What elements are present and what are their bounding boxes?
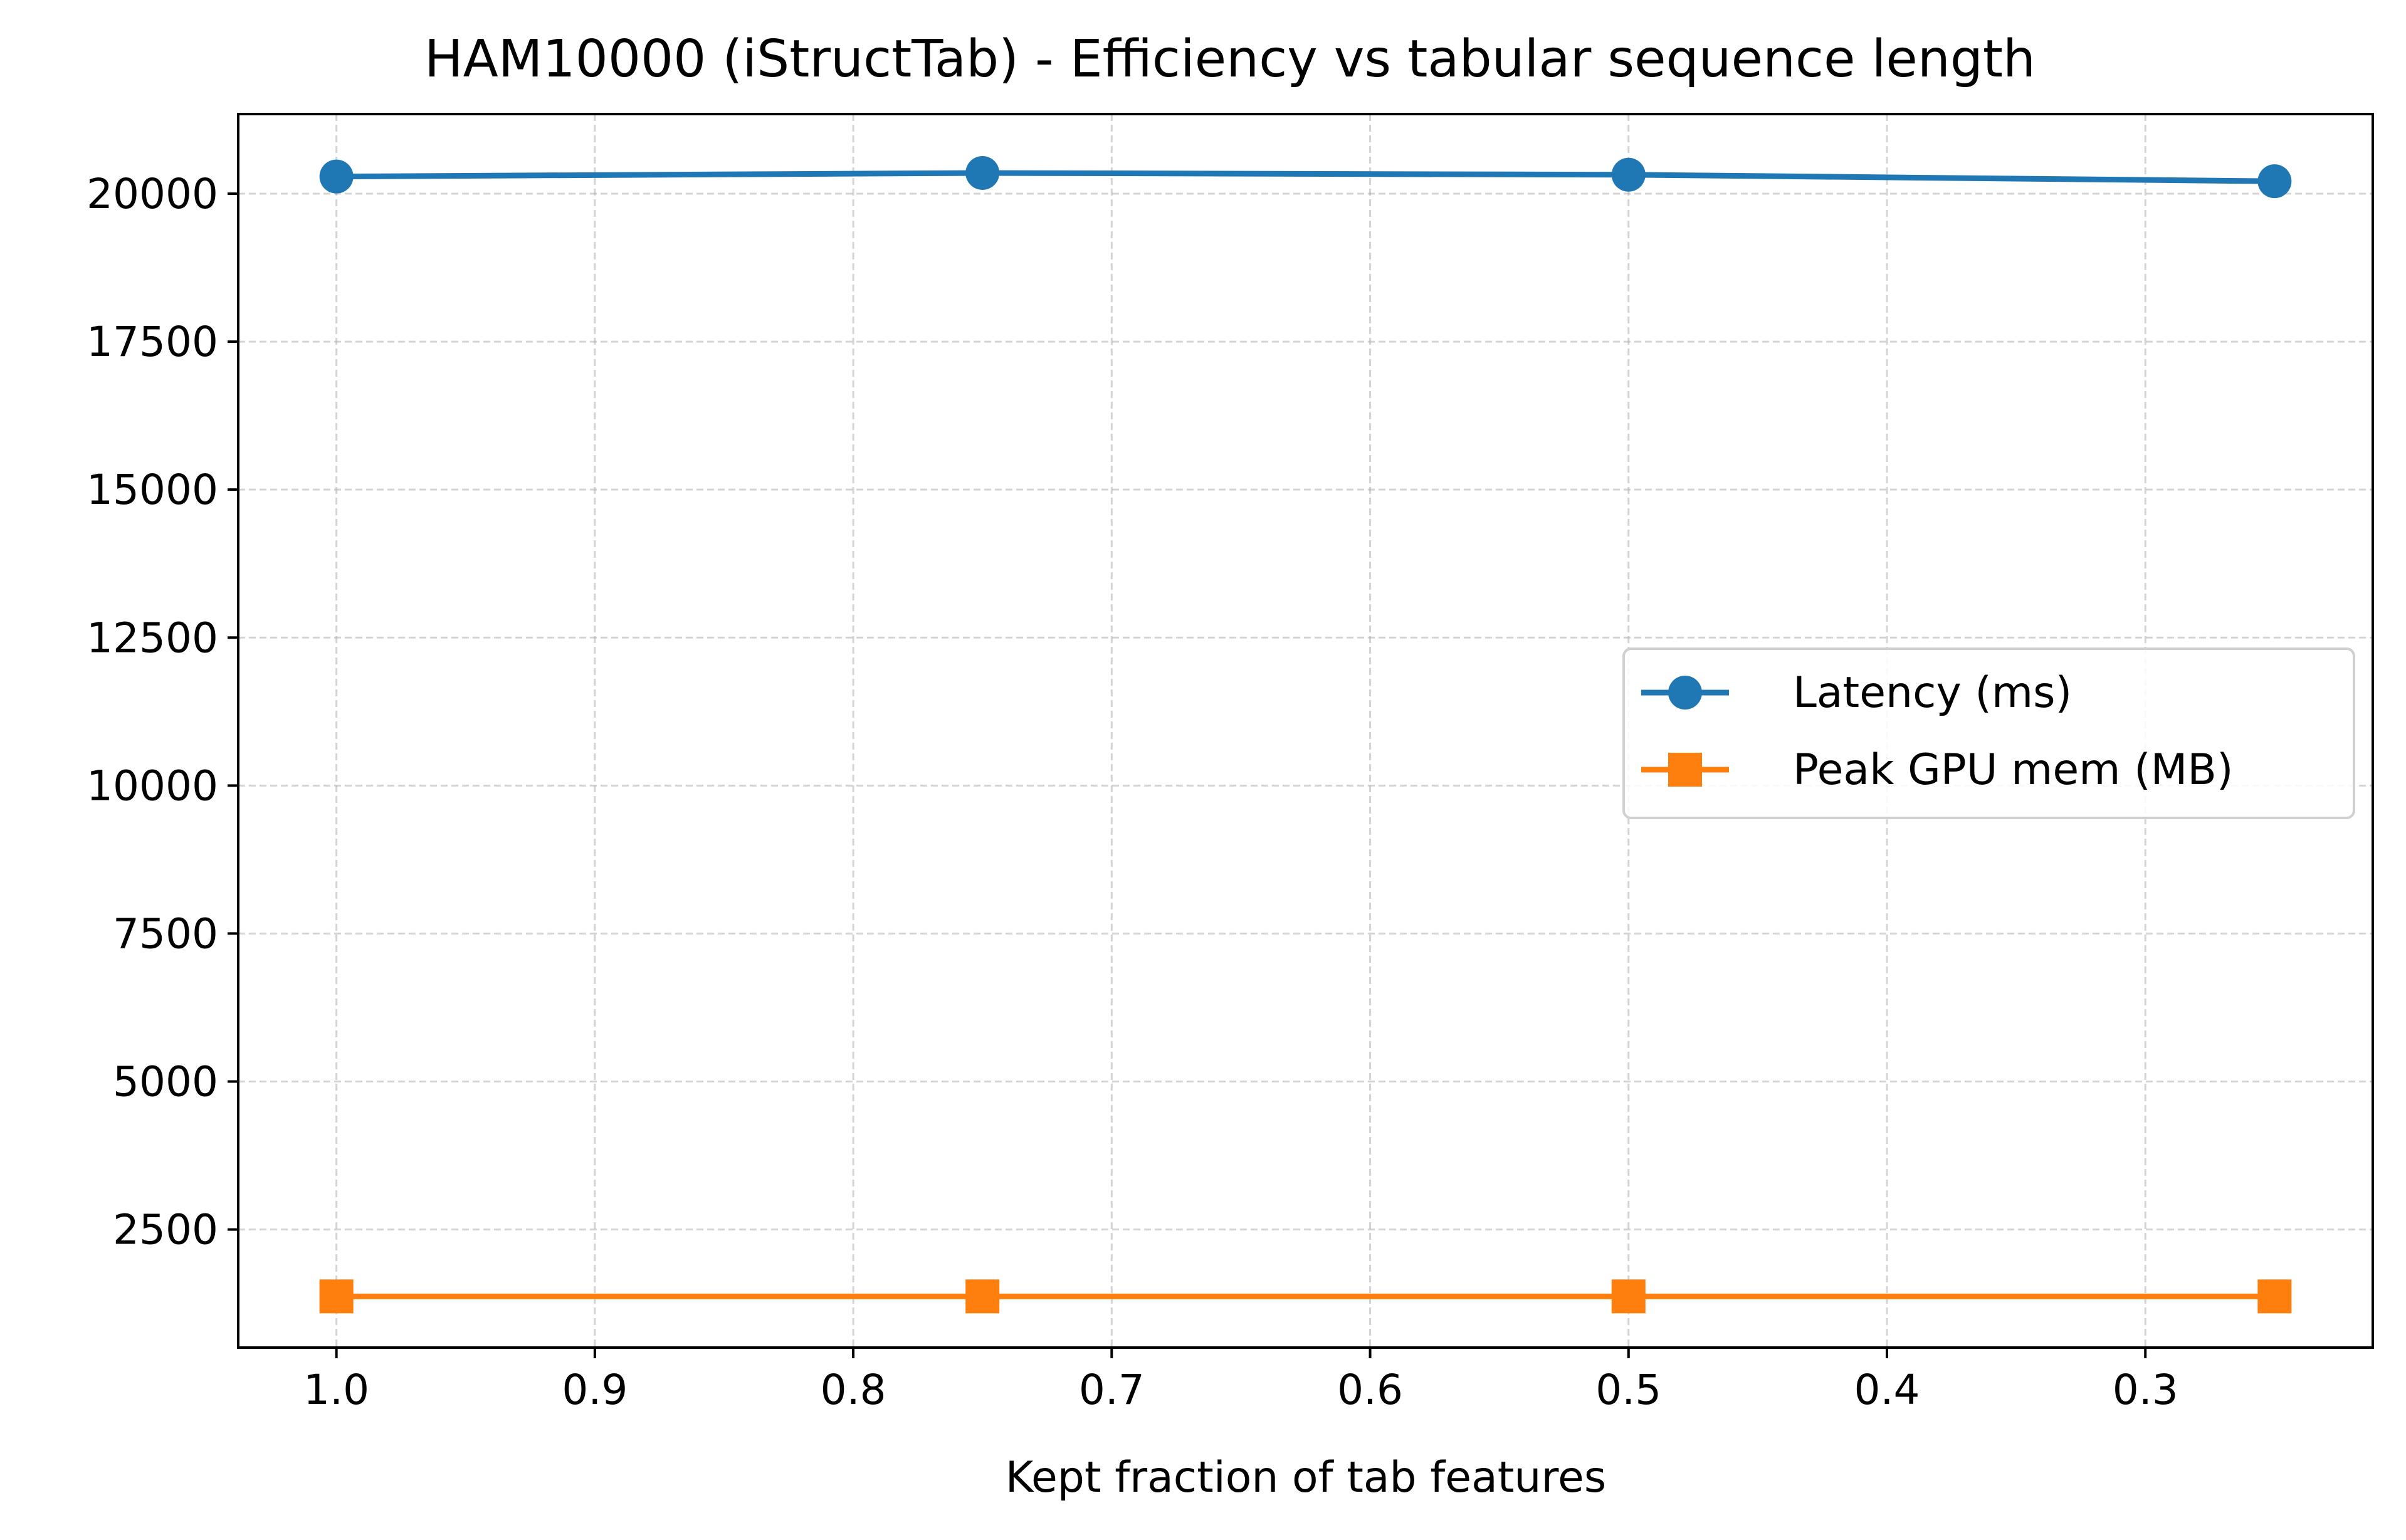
data-point-marker [2257, 1279, 2292, 1314]
data-point-marker [965, 155, 1000, 190]
y-tick-label: 20000 [87, 170, 218, 218]
x-axis-label: Kept fraction of tab features [1006, 1453, 1607, 1502]
data-point-marker [2257, 164, 2292, 199]
y-tick-label: 12500 [87, 614, 218, 662]
data-point-marker [319, 1279, 354, 1314]
x-tick-label: 0.3 [2113, 1366, 2178, 1414]
y-tick-label: 2500 [113, 1206, 218, 1254]
data-point-marker [319, 159, 354, 194]
x-tick-label: 0.6 [1337, 1366, 1403, 1414]
y-tick-label: 17500 [87, 318, 218, 366]
legend: Latency (ms) Peak GPU mem (MB) [1622, 647, 2355, 819]
series-line-1 [336, 170, 2275, 184]
chart-title: HAM10000 (iStructTab) - Efficiency vs ta… [424, 29, 2036, 89]
legend-box [1622, 647, 2355, 819]
x-tick-label: 0.4 [1854, 1366, 1920, 1414]
plot-frame [237, 113, 2374, 1349]
axes-layer: 1.0 0.9 0.8 0.7 0.6 0.5 0.4 0.3 2500 5000 7500 1000… [87, 113, 2374, 1414]
y-tick-label: 7500 [113, 909, 218, 958]
grid-lines [238, 114, 2373, 1348]
x-tick-label: 0.8 [821, 1366, 886, 1414]
legend-label: Peak GPU mem (MB) [1793, 745, 2233, 795]
x-tick-label: 0.5 [1595, 1366, 1661, 1414]
x-tick-label: 0.9 [562, 1366, 628, 1414]
data-point-marker [1611, 157, 1646, 192]
y-tick-label: 5000 [113, 1058, 218, 1106]
legend-marker [1668, 753, 1702, 787]
data-point-marker [965, 1279, 1000, 1314]
x-tick-label: 0.7 [1079, 1366, 1145, 1414]
x-tick-label: 1.0 [303, 1366, 369, 1414]
legend-label: Latency (ms) [1793, 668, 2072, 718]
series-layer [319, 155, 2292, 1314]
legend-marker [1668, 676, 1702, 710]
data-point-marker [1611, 1279, 1646, 1314]
y-tick-label: 15000 [87, 466, 218, 514]
y-tick-label: 10000 [87, 762, 218, 810]
